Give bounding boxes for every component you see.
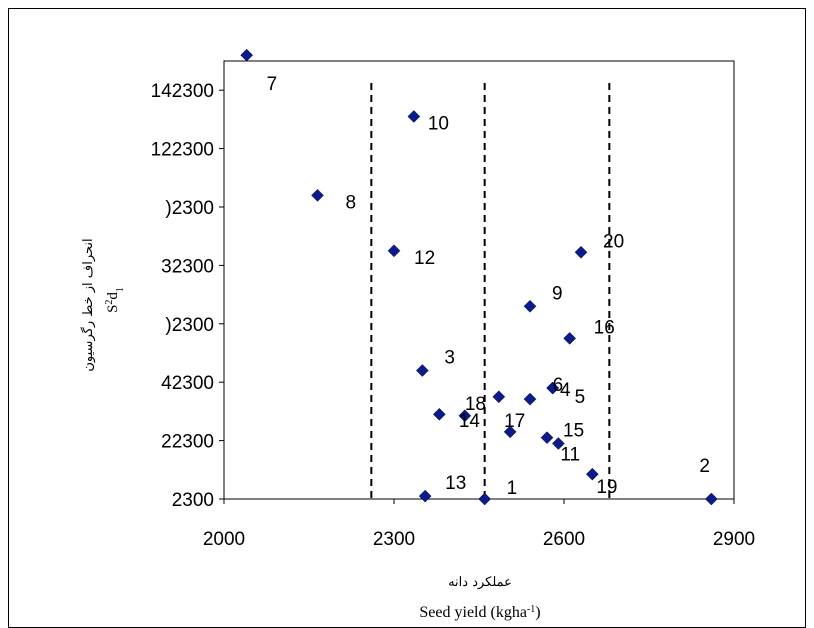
point-label-11: 11 — [560, 445, 580, 466]
y-tick-label: 42300 — [161, 373, 214, 394]
data-points — [241, 49, 718, 505]
point-label-6: 6 — [553, 375, 564, 396]
plot-area — [224, 61, 734, 499]
point-label-18: 18 — [465, 394, 486, 415]
point-label-15: 15 — [563, 421, 584, 442]
point-marker-18 — [493, 391, 505, 403]
y-tick-label: 22300 — [161, 432, 214, 453]
point-label-9: 9 — [552, 283, 563, 304]
point-marker-12 — [388, 245, 400, 257]
point-marker-8 — [312, 189, 324, 201]
y-tick-label: 142300 — [151, 81, 214, 102]
point-label-1: 1 — [507, 478, 518, 499]
point-marker-3 — [416, 365, 428, 377]
point-marker-9 — [524, 300, 536, 312]
point-marker-10 — [408, 110, 420, 122]
point-marker-1 — [479, 493, 491, 505]
point-label-16: 16 — [594, 317, 615, 338]
x-axis-title-en: Seed yield (kgha-1) — [419, 604, 540, 622]
point-label-7: 7 — [267, 74, 278, 95]
point-marker-2 — [705, 493, 717, 505]
point-label-17: 17 — [504, 411, 525, 432]
y-axis-title-fa: انحراف از خط رگرسیون — [80, 238, 96, 371]
point-label-12: 12 — [414, 248, 435, 269]
point-marker-13 — [419, 490, 431, 502]
x-axis-ticks: 2000 2300 2600 2900 — [203, 499, 755, 550]
point-label-8: 8 — [346, 192, 357, 213]
y-tick-label: )2300 — [165, 198, 214, 219]
point-label-3: 3 — [444, 348, 455, 369]
x-axis-title-fa: عملکرد دانه — [448, 575, 512, 590]
point-marker-16 — [564, 332, 576, 344]
y-tick-label: 122300 — [151, 140, 214, 161]
x-tick-label: 2300 — [373, 529, 415, 550]
y-axis-ticks: 2300 22300 42300 )2300 32300 )2300 122300 14230… — [151, 81, 224, 511]
point-label-20: 20 — [603, 231, 624, 252]
point-marker-7 — [241, 49, 253, 61]
x-tick-label: 2900 — [713, 529, 755, 550]
point-label-2: 2 — [699, 456, 710, 477]
y-axis-title-en: S2d1 — [104, 287, 126, 313]
point-marker-20 — [575, 246, 587, 258]
point-label-10: 10 — [428, 113, 449, 134]
point-label-19: 19 — [596, 477, 617, 498]
point-marker-4 — [524, 393, 536, 405]
x-tick-label: 2000 — [203, 529, 245, 550]
point-marker-15 — [541, 432, 553, 444]
y-tick-label: 32300 — [161, 256, 214, 277]
x-tick-label: 2600 — [543, 529, 585, 550]
point-label-13: 13 — [445, 473, 466, 494]
y-tick-label: 2300 — [172, 490, 214, 511]
y-tick-label: )2300 — [165, 315, 214, 336]
point-label-5: 5 — [575, 387, 586, 408]
point-marker-unlabeled — [433, 408, 445, 420]
